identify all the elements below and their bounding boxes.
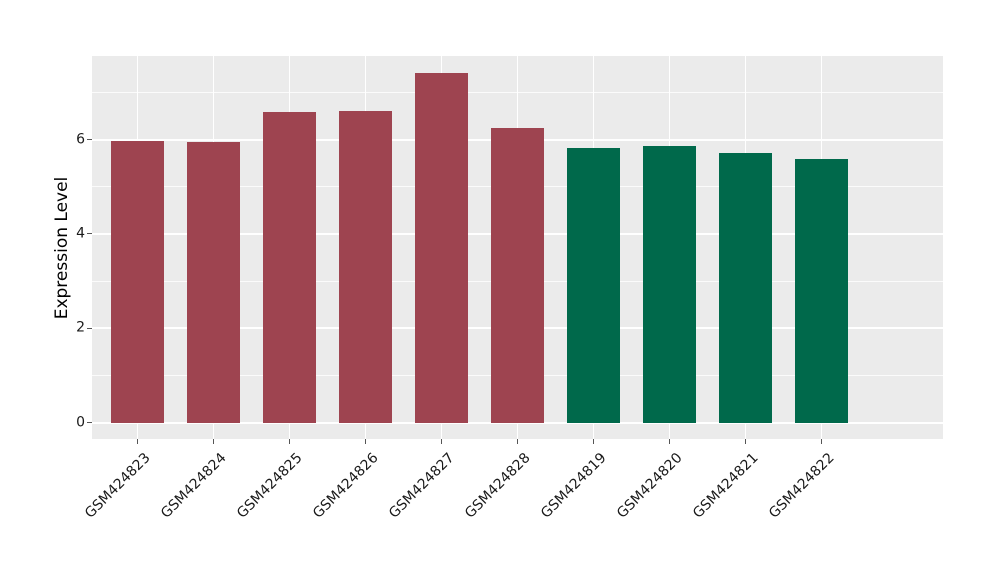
y-tick-mark-4 <box>87 233 92 235</box>
x-tick-mark-GSM424819 <box>592 439 594 444</box>
x-tick-mark-GSM424825 <box>289 439 291 444</box>
x-tick-label-GSM424821: GSM424821 <box>690 450 762 522</box>
y-tick-mark-0 <box>87 422 92 424</box>
x-tick-label-GSM424828: GSM424828 <box>462 450 534 522</box>
x-tick-mark-GSM424822 <box>820 439 822 444</box>
bar-GSM424819 <box>566 147 621 423</box>
x-tick-label-GSM424827: GSM424827 <box>386 450 458 522</box>
bar-GSM424821 <box>718 153 773 423</box>
x-tick-mark-GSM424820 <box>668 439 670 444</box>
bar-GSM424827 <box>414 73 469 423</box>
y-tick-label-6: 6 <box>76 131 85 148</box>
y-axis-title: Expression Level <box>52 176 72 320</box>
x-tick-mark-GSM424828 <box>517 439 518 444</box>
x-tick-mark-GSM424821 <box>744 439 746 444</box>
x-tick-label-GSM424820: GSM424820 <box>614 450 686 522</box>
bar-GSM424820 <box>642 146 697 423</box>
bar-GSM424824 <box>186 141 241 423</box>
y-tick-label-4: 4 <box>76 225 85 242</box>
bar-GSM424822 <box>794 158 849 423</box>
bar-GSM424828 <box>490 128 545 423</box>
x-tick-mark-GSM424827 <box>441 439 443 444</box>
x-tick-label-GSM424823: GSM424823 <box>82 450 154 522</box>
bar-GSM424826 <box>338 111 393 423</box>
y-tick-label-0: 0 <box>76 414 85 431</box>
x-tick-label-GSM424824: GSM424824 <box>158 450 230 522</box>
y-tick-mark-6 <box>87 139 92 141</box>
x-tick-mark-GSM424823 <box>137 439 139 444</box>
x-tick-label-GSM424826: GSM424826 <box>310 450 382 522</box>
bar-GSM424823 <box>110 140 165 423</box>
x-tick-mark-GSM424824 <box>213 439 215 444</box>
x-tick-label-GSM424825: GSM424825 <box>234 450 306 522</box>
y-tick-mark-2 <box>87 327 92 329</box>
bar-GSM424825 <box>262 112 317 423</box>
x-tick-mark-GSM424826 <box>365 439 367 444</box>
y-tick-label-2: 2 <box>76 319 85 336</box>
x-tick-label-GSM424819: GSM424819 <box>538 450 610 522</box>
x-tick-label-GSM424822: GSM424822 <box>766 450 838 522</box>
